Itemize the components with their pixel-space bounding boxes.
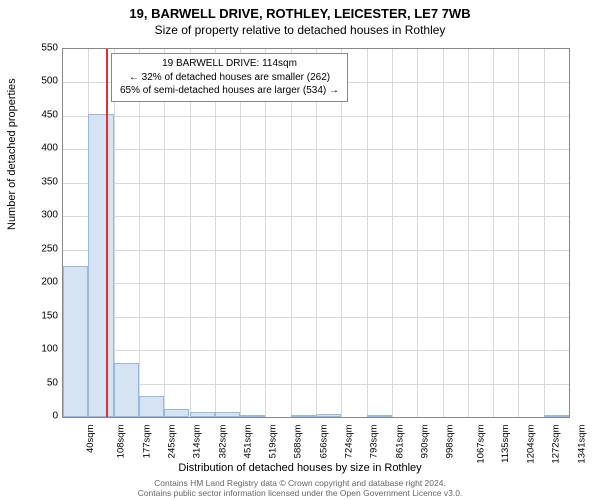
grid-line-v: [240, 49, 241, 417]
histogram-bar: [367, 415, 392, 417]
footer-line1: Contains HM Land Registry data © Crown c…: [0, 478, 600, 488]
y-axis-label: Number of detached properties: [6, 78, 18, 230]
grid-line-v: [392, 49, 393, 417]
chart-container: 19, BARWELL DRIVE, ROTHLEY, LEICESTER, L…: [0, 0, 600, 500]
x-tick-label: 451sqm: [242, 425, 253, 459]
x-tick-label: 1067sqm: [475, 425, 486, 464]
x-tick-label: 930sqm: [419, 425, 430, 459]
x-tick-label: 314sqm: [192, 425, 203, 459]
x-tick-label: 998sqm: [445, 425, 456, 459]
histogram-bar: [240, 415, 265, 417]
grid-line-v: [114, 49, 115, 417]
annotation-line2: ← 32% of detached houses are smaller (26…: [120, 71, 339, 85]
chart-subtitle: Size of property relative to detached ho…: [0, 21, 600, 37]
grid-line-v: [518, 49, 519, 417]
grid-line-v: [493, 49, 494, 417]
histogram-bar: [544, 415, 569, 417]
y-tick-label: 500: [18, 76, 58, 87]
x-tick-label: 1204sqm: [526, 425, 537, 464]
footer-attribution: Contains HM Land Registry data © Crown c…: [0, 478, 600, 498]
x-tick-label: 245sqm: [166, 425, 177, 459]
y-tick-label: 150: [18, 310, 58, 321]
annotation-box: 19 BARWELL DRIVE: 114sqm← 32% of detache…: [111, 53, 348, 102]
grid-line-v: [417, 49, 418, 417]
footer-line2: Contains public sector information licen…: [0, 488, 600, 498]
property-marker-line: [106, 49, 108, 417]
x-tick-label: 656sqm: [318, 425, 329, 459]
y-tick-label: 300: [18, 210, 58, 221]
x-tick-label: 108sqm: [116, 425, 127, 459]
histogram-bar: [215, 412, 240, 417]
x-tick-label: 724sqm: [343, 425, 354, 459]
y-tick-label: 550: [18, 43, 58, 54]
y-tick-label: 450: [18, 109, 58, 120]
y-tick-label: 100: [18, 344, 58, 355]
x-tick-label: 588sqm: [293, 425, 304, 459]
x-tick-label: 40sqm: [85, 425, 96, 454]
grid-line-v: [468, 49, 469, 417]
y-tick-label: 250: [18, 243, 58, 254]
histogram-bar: [164, 409, 189, 417]
y-tick-label: 400: [18, 143, 58, 154]
y-tick-label: 350: [18, 176, 58, 187]
annotation-line3: 65% of semi-detached houses are larger (…: [120, 84, 339, 98]
grid-line-v: [215, 49, 216, 417]
chart-title: 19, BARWELL DRIVE, ROTHLEY, LEICESTER, L…: [0, 0, 600, 21]
grid-line-v: [164, 49, 165, 417]
x-tick-label: 519sqm: [267, 425, 278, 459]
x-tick-label: 177sqm: [141, 425, 152, 459]
annotation-line1: 19 BARWELL DRIVE: 114sqm: [120, 57, 339, 71]
y-tick-label: 50: [18, 377, 58, 388]
x-tick-label: 382sqm: [217, 425, 228, 459]
x-tick-label: 1135sqm: [500, 425, 511, 463]
histogram-bar: [190, 412, 215, 417]
x-tick-label: 1272sqm: [551, 425, 562, 464]
x-tick-label: 1341sqm: [576, 425, 587, 464]
x-tick-label: 861sqm: [394, 425, 405, 459]
x-axis-label: Distribution of detached houses by size …: [0, 462, 600, 474]
y-tick-label: 200: [18, 277, 58, 288]
grid-line-v: [190, 49, 191, 417]
histogram-bar: [63, 266, 88, 417]
plot-area: 19 BARWELL DRIVE: 114sqm← 32% of detache…: [62, 48, 570, 418]
x-tick-label: 793sqm: [369, 425, 380, 459]
grid-line-v: [341, 49, 342, 417]
histogram-bar: [88, 114, 113, 417]
histogram-bar: [316, 414, 341, 417]
y-tick-label: 0: [18, 411, 58, 422]
histogram-bar: [291, 415, 316, 417]
grid-line-v: [265, 49, 266, 417]
histogram-bar: [139, 396, 164, 417]
histogram-bar: [114, 363, 139, 417]
grid-line-v: [291, 49, 292, 417]
grid-line-v: [544, 49, 545, 417]
grid-line-v: [316, 49, 317, 417]
grid-line-v: [139, 49, 140, 417]
grid-line-v: [443, 49, 444, 417]
grid-line-v: [367, 49, 368, 417]
